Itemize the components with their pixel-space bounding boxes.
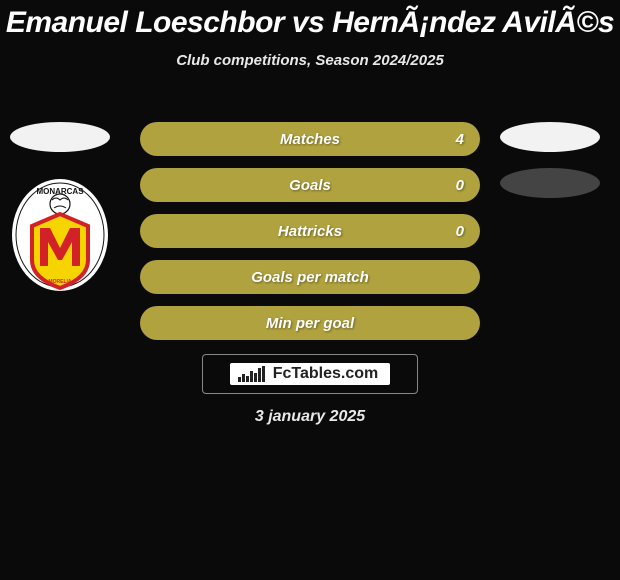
branding-box[interactable]: FcTables.com [202,354,418,394]
stat-value: 4 [456,131,464,148]
stat-value: 0 [456,223,464,240]
subtitle: Club competitions, Season 2024/2025 [0,52,620,69]
branding-label: FcTables.com [269,365,383,383]
svg-text:MORELIA: MORELIA [48,279,71,285]
stat-row-goals: Goals 0 [140,168,480,202]
stat-label: Goals per match [251,269,369,286]
stat-label: Matches [280,131,340,148]
stat-label: Min per goal [266,315,354,332]
right-player-column [500,122,600,198]
stat-row-min-per-goal: Min per goal [140,306,480,340]
stat-row-hattricks: Hattricks 0 [140,214,480,248]
stat-row-goals-per-match: Goals per match [140,260,480,294]
stat-label: Hattricks [278,223,342,240]
club-logo-placeholder-right [500,168,600,198]
generated-date: 3 january 2025 [0,408,620,426]
stat-label: Goals [289,177,331,194]
player-photo-placeholder-right [500,122,600,152]
monarcas-logo-icon: MONARCAS MORELIA [10,178,110,293]
player-photo-placeholder-left [10,122,110,152]
bar-chart-icon [238,366,265,382]
stat-value: 0 [456,177,464,194]
page-title: Emanuel Loeschbor vs HernÃ¡ndez AvilÃ©s [0,0,620,40]
stats-panel: Matches 4 Goals 0 Hattricks 0 Goals per … [140,122,480,352]
stat-row-matches: Matches 4 [140,122,480,156]
club-logo-left: MONARCAS MORELIA [10,178,110,293]
left-player-column: MONARCAS MORELIA [10,122,110,293]
